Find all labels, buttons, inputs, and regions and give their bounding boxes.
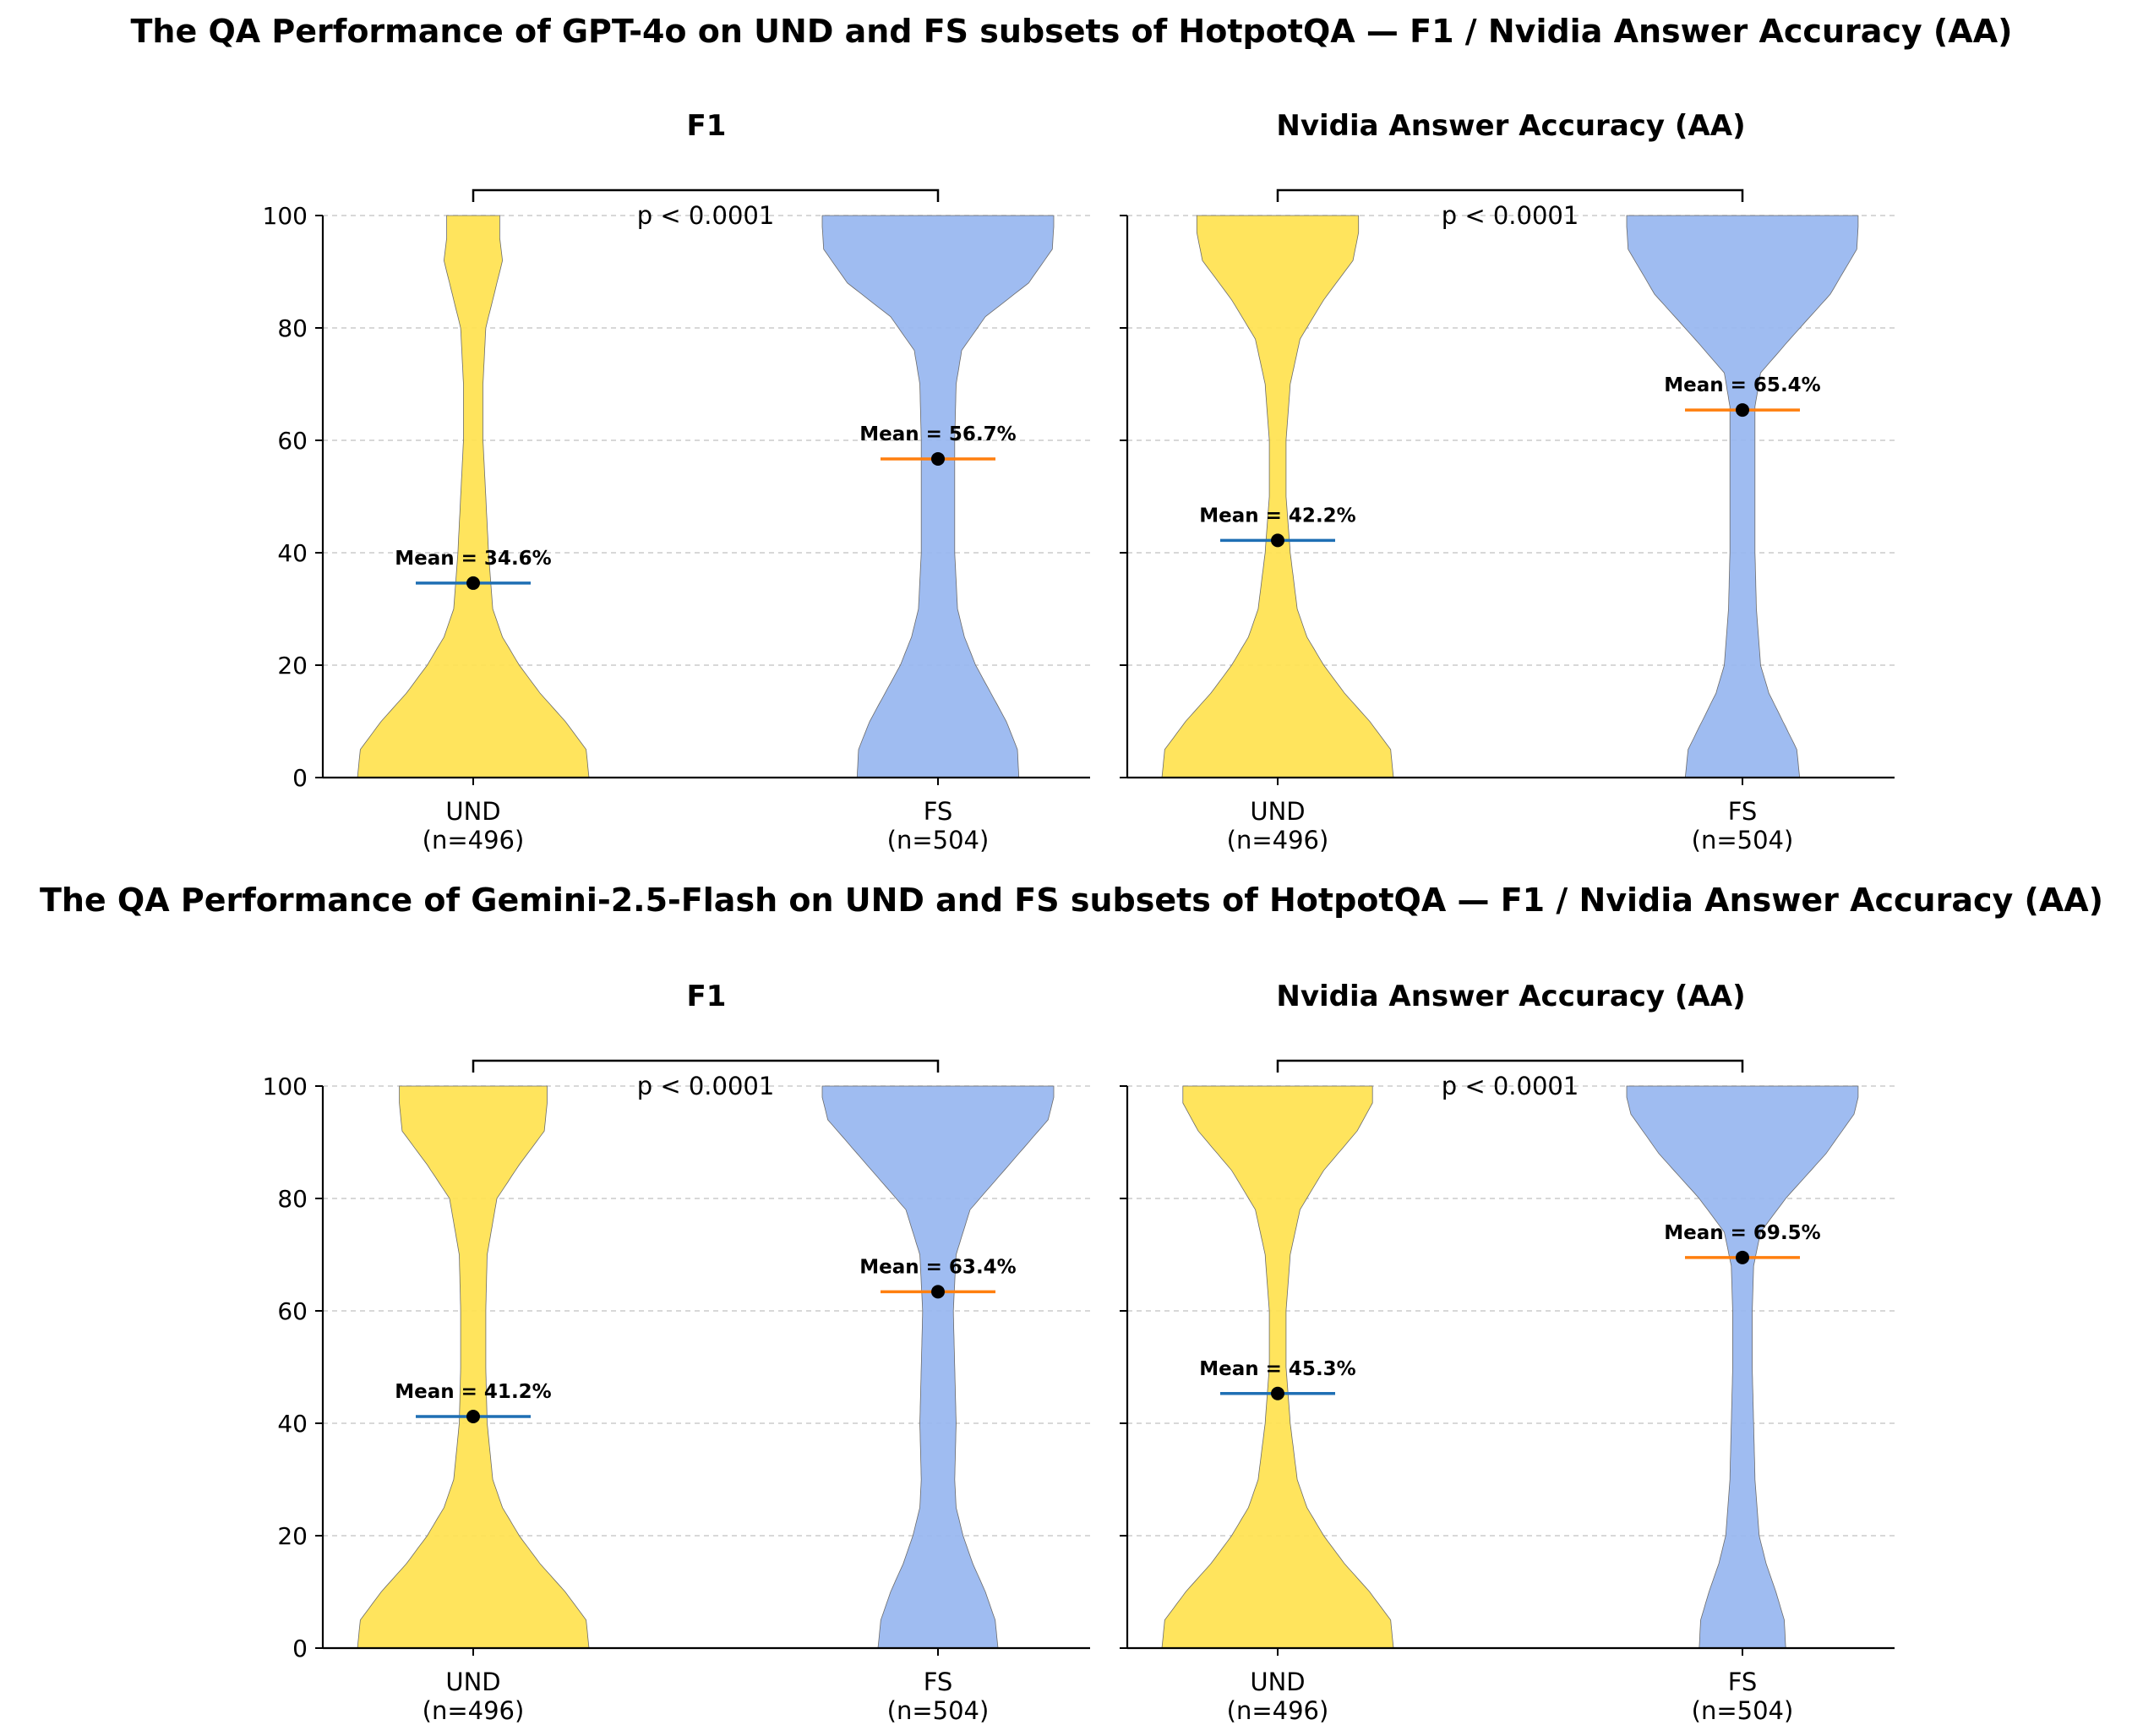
y-tick-label: 20 [277,1522,308,1550]
violin-fs [1626,1085,1859,1649]
panel-gemini-aa: Nvidia Answer Accuracy (AA) Mean = 45.3%… [1120,980,1895,1725]
category-name: UND [1250,797,1305,826]
x-tick-label: UND (n=496) [423,1668,525,1725]
mean-label-und: Mean = 41.2% [395,1381,551,1403]
category-name: UND [445,797,500,826]
x-tick-label: FS (n=504) [887,1668,990,1725]
panel-title: Nvidia Answer Accuracy (AA) [1276,109,1745,143]
p-value-label: p < 0.0001 [1442,201,1579,230]
mean-label-und: Mean = 42.2% [1199,505,1355,527]
y-tick-label: 100 [263,202,308,230]
violin-fs [821,215,1055,778]
mean-marker-fs [1736,1250,1749,1264]
mean-marker-fs [931,451,945,466]
y-tick-label: 0 [292,764,308,792]
y-tick-label: 0 [292,1635,308,1662]
violin-und [357,215,590,778]
y-tick-label: 60 [277,1297,308,1325]
category-name: UND [445,1668,500,1696]
y-tick-label: 60 [277,427,308,455]
x-tick-label: FS (n=504) [1692,797,1794,854]
figure-title-top: The QA Performance of GPT-4o on UND and … [131,13,2013,50]
significance-bracket [472,188,940,202]
category-count: (n=496) [423,826,525,854]
y-tick-label: 80 [277,314,308,342]
panel-gemini-f1: F1 0 20 40 60 80 100 Mean = 41.2% Mean = 63.4% U… [263,980,1090,1725]
y-tick-label: 80 [277,1185,308,1213]
x-tick-label: UND (n=496) [1227,1668,1329,1725]
violin-und [1161,215,1394,778]
p-value-label: p < 0.0001 [637,201,775,230]
mean-marker-und [1271,533,1284,548]
panel-gpt4o-f1: F1 0 20 40 60 80 100 Mean = 34.6% Mean = 56.7% U… [263,109,1090,854]
x-tick-label: UND (n=496) [423,797,525,854]
category-name: FS [924,1668,953,1696]
x-tick-label: FS (n=504) [1692,1668,1794,1725]
panel-gpt4o-aa: Nvidia Answer Accuracy (AA) Mean = 42.2%… [1120,109,1895,854]
significance-bracket [1276,188,1744,202]
mean-label-und: Mean = 45.3% [1199,1358,1355,1380]
mean-label-fs: Mean = 65.4% [1664,374,1820,396]
category-count: (n=504) [887,826,990,854]
mean-marker-fs [931,1285,945,1299]
x-tick-label: UND (n=496) [1227,797,1329,854]
p-value-label: p < 0.0001 [1442,1072,1579,1100]
mean-marker-und [1271,1386,1284,1400]
panel-title: F1 [687,980,727,1013]
violin-und [357,1085,590,1649]
category-count: (n=496) [1227,1696,1329,1725]
category-count: (n=504) [1692,826,1794,854]
violin-fs [821,1085,1055,1649]
category-name: FS [1728,1668,1758,1696]
mean-marker-und [466,576,480,590]
significance-bracket [472,1059,940,1073]
mean-label-fs: Mean = 56.7% [859,423,1016,445]
y-tick-label: 100 [263,1073,308,1100]
violin-fs [1626,215,1859,778]
y-tick-label: 20 [277,652,308,680]
panel-title: Nvidia Answer Accuracy (AA) [1276,980,1745,1013]
mean-marker-fs [1736,403,1749,418]
p-value-label: p < 0.0001 [637,1072,775,1100]
category-count: (n=496) [423,1696,525,1725]
category-name: UND [1250,1668,1305,1696]
mean-label-fs: Mean = 63.4% [859,1256,1016,1278]
y-tick-label: 40 [277,539,308,567]
mean-label-und: Mean = 34.6% [395,548,551,570]
category-name: FS [924,797,953,826]
category-count: (n=504) [1692,1696,1794,1725]
figure-title-bottom: The QA Performance of Gemini-2.5-Flash o… [40,882,2103,919]
category-name: FS [1728,797,1758,826]
category-count: (n=504) [887,1696,990,1725]
panel-title: F1 [687,109,727,143]
significance-bracket [1276,1059,1744,1073]
mean-marker-und [466,1410,480,1424]
violin-und [1161,1085,1394,1649]
x-tick-label: FS (n=504) [887,797,990,854]
y-tick-label: 40 [277,1410,308,1438]
mean-label-fs: Mean = 69.5% [1664,1222,1820,1244]
category-count: (n=496) [1227,826,1329,854]
